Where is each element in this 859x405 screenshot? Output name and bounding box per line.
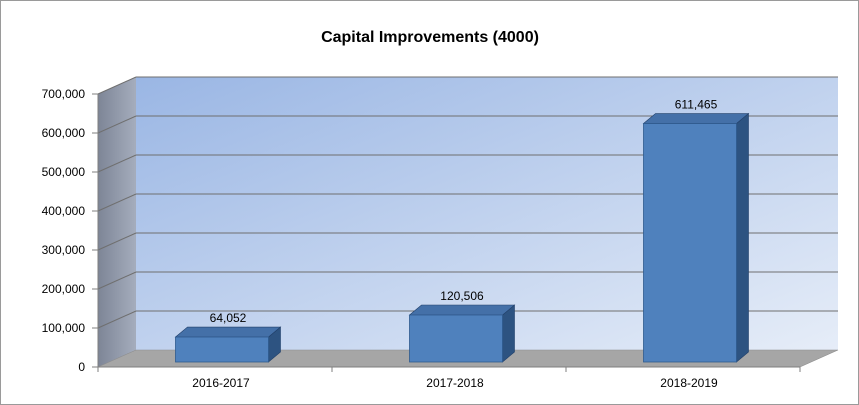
bar xyxy=(175,336,269,363)
gridline-side xyxy=(97,193,137,212)
data-label: 64,052 xyxy=(210,311,247,325)
gridline-side xyxy=(97,271,137,290)
chart-title: Capital Improvements (4000) xyxy=(321,29,539,46)
gridline-side xyxy=(97,76,137,95)
y-tick-label: 300,000 xyxy=(42,243,86,257)
y-tick-label: 400,000 xyxy=(42,204,86,218)
y-axis-ticks: 0 100,000 200,000 300,000 400,000 500,000 600,… xyxy=(42,87,99,374)
bar-top xyxy=(642,113,750,124)
gridline-side xyxy=(97,232,137,251)
bar-top xyxy=(174,326,282,338)
y-tick-label: 0 xyxy=(78,360,85,374)
x-tick-label: 2017-2018 xyxy=(426,376,484,390)
gridline-side xyxy=(97,115,137,134)
x-tick-label: 2018-2019 xyxy=(660,376,718,390)
gridline-side xyxy=(97,310,137,329)
data-label: 611,465 xyxy=(675,98,718,112)
y-tick-label: 700,000 xyxy=(42,87,86,101)
y-tick-label: 200,000 xyxy=(42,282,86,296)
y-tick-label: 100,000 xyxy=(42,321,86,335)
bar-top xyxy=(408,304,516,316)
x-tick-label: 2016-2017 xyxy=(192,376,250,390)
bar-side xyxy=(736,112,749,363)
data-label: 120,506 xyxy=(440,289,484,303)
bars: 64,052 120,506 611,465 xyxy=(174,98,750,363)
gridline-side xyxy=(97,154,137,173)
x-axis-ticks: 2016-2017 2017-2018 2018-2019 xyxy=(97,366,801,390)
bar xyxy=(643,123,737,363)
y-tick-label: 600,000 xyxy=(42,126,86,140)
bar xyxy=(409,314,503,363)
y-tick-label: 500,000 xyxy=(42,165,86,179)
side-wall xyxy=(98,77,136,367)
